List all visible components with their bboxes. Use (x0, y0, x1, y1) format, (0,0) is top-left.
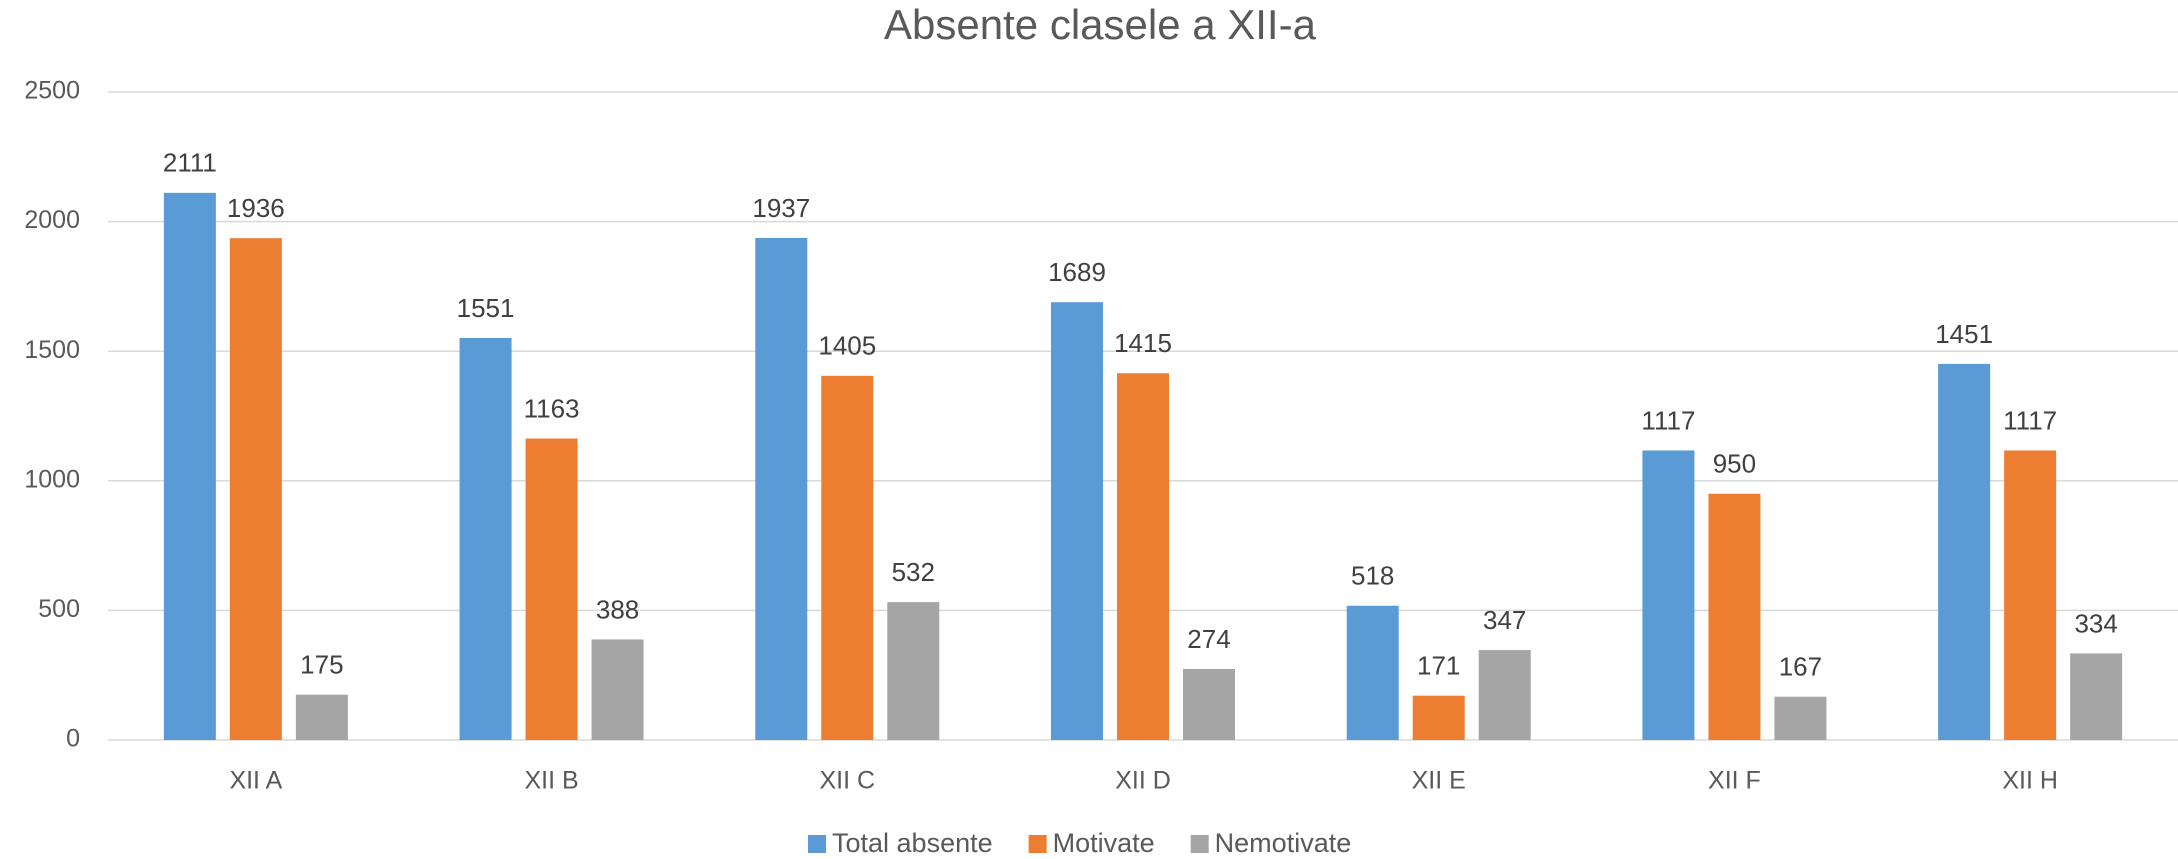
x-tick-label: XII D (1115, 767, 1171, 795)
bar (591, 639, 644, 740)
data-label: 518 (1351, 561, 1394, 591)
legend-label: Total absente (832, 828, 993, 858)
bar (1478, 650, 1531, 740)
y-tick-label: 500 (38, 595, 80, 623)
data-label: 1163 (524, 393, 580, 423)
data-label: 2111 (163, 148, 217, 178)
data-label: 1937 (752, 193, 810, 223)
bar (1938, 363, 1991, 740)
bar (1708, 493, 1761, 740)
bar (755, 237, 808, 740)
legend-label: Nemotivate (1215, 828, 1352, 858)
data-label: 175 (300, 650, 343, 680)
x-tick-label: XII A (229, 767, 282, 795)
bar (229, 238, 282, 741)
bar (1642, 450, 1695, 740)
data-label: 1117 (2003, 405, 2057, 435)
data-label: 1689 (1048, 257, 1106, 287)
data-label: 347 (1483, 605, 1526, 635)
bar (459, 337, 512, 740)
legend-label: Motivate (1053, 828, 1155, 858)
bar (163, 192, 216, 740)
bar (1412, 695, 1465, 740)
data-label: 1415 (1114, 328, 1172, 358)
bar (2004, 450, 2057, 740)
y-tick-label: 1000 (24, 465, 80, 493)
bar (1051, 302, 1103, 740)
x-tick-label: XII C (819, 767, 875, 795)
y-tick-label: 1500 (24, 336, 80, 364)
bar (2070, 653, 2123, 740)
data-label: 1451 (1935, 319, 1993, 349)
bar (1117, 373, 1169, 740)
x-tick-label: XII E (1412, 767, 1466, 795)
data-label: 1117 (1641, 405, 1695, 435)
bar (1346, 605, 1399, 740)
data-label: 274 (1187, 624, 1230, 654)
data-label: 388 (596, 594, 639, 624)
x-tick-label: XII B (524, 767, 578, 795)
chart-title: Absente clasele a XII-a (884, 1, 1317, 48)
data-label: 1936 (227, 193, 285, 223)
x-tick-label: XII F (1708, 767, 1761, 795)
x-tick-label: XII H (2002, 767, 2058, 795)
data-label: 532 (892, 557, 935, 587)
bar (295, 694, 348, 740)
bar (525, 438, 578, 740)
bar (1183, 668, 1235, 740)
bar (887, 602, 940, 740)
data-label: 334 (2074, 608, 2117, 638)
legend-swatch (1190, 835, 1209, 853)
y-tick-label: 2000 (24, 206, 80, 234)
data-label: 950 (1713, 449, 1756, 479)
legend-swatch (1028, 835, 1047, 853)
bar (821, 375, 874, 740)
data-label: 1551 (457, 293, 515, 323)
y-tick-label: 2500 (24, 77, 80, 105)
legend-swatch (808, 835, 826, 853)
data-label: 167 (1779, 652, 1822, 682)
data-label: 171 (1417, 651, 1460, 681)
bar (1774, 696, 1827, 740)
y-tick-label: 0 (66, 725, 80, 753)
data-label: 1405 (818, 331, 876, 361)
